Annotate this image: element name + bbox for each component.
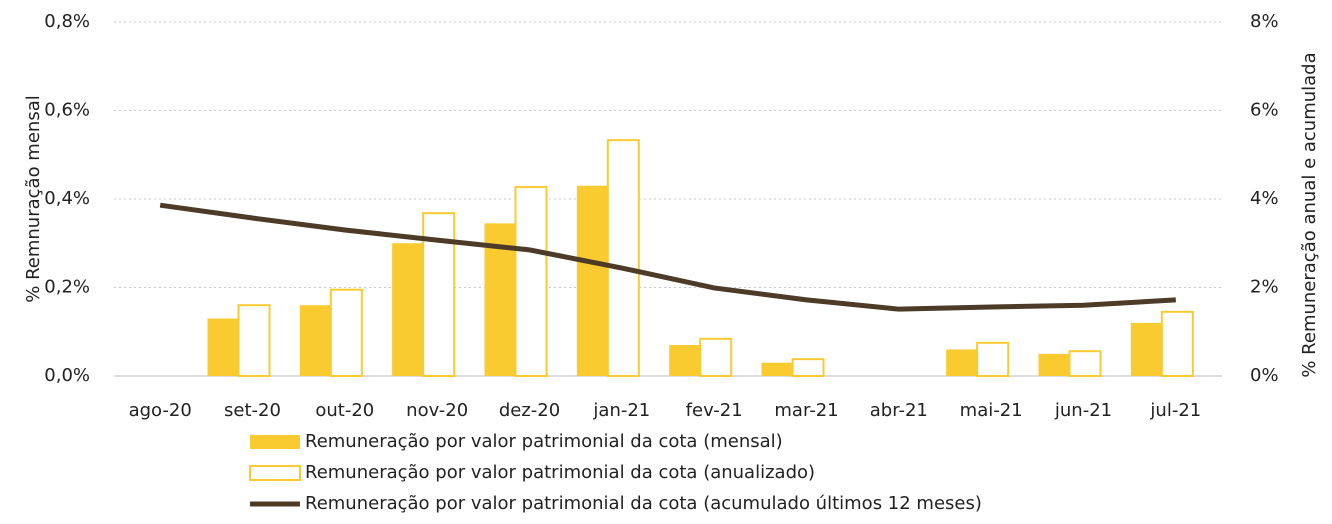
y-axis-label: % Remnuração mensal	[23, 95, 44, 302]
x-tick-label: nov-20	[406, 400, 468, 421]
x-tick-label: jan-21	[592, 400, 650, 421]
bar	[299, 305, 331, 376]
bar	[392, 243, 424, 376]
x-tick-label: dez-20	[499, 400, 560, 421]
legend-label: Remuneração por valor patrimonial da cot…	[305, 462, 815, 483]
bar	[329, 288, 363, 377]
y2-tick-label: 0%	[1250, 365, 1279, 386]
legend-swatch	[249, 465, 301, 481]
bar	[606, 139, 640, 377]
bar	[669, 345, 701, 376]
bar	[1068, 350, 1102, 378]
y2-tick-label: 4%	[1250, 188, 1279, 209]
bar	[761, 362, 793, 376]
bar	[514, 186, 548, 377]
legend-label: Remuneração por valor patrimonial da cot…	[305, 493, 982, 514]
y2-axis-label: % Remuneração anual e acumulada	[1299, 52, 1320, 377]
y2-tick-label: 2%	[1250, 277, 1279, 298]
bar	[237, 304, 271, 378]
legend-label: Remuneração por valor patrimonial da cot…	[305, 431, 783, 452]
y-tick-label: 0,4%	[44, 188, 90, 209]
y2-tick-label: 8%	[1250, 11, 1279, 32]
x-tick-label: ago-20	[129, 400, 192, 421]
x-tick-label: jun-21	[1054, 400, 1112, 421]
legend-swatch	[250, 435, 300, 449]
y-tick-label: 0,6%	[44, 100, 90, 121]
x-tick-label: mai-21	[960, 400, 1023, 421]
bar	[699, 337, 733, 377]
x-tick-label: mar-21	[774, 400, 838, 421]
x-tick-label: fev-21	[686, 400, 743, 421]
bar	[576, 185, 608, 376]
y-tick-label: 0,0%	[44, 365, 90, 386]
x-tick-label: out-20	[315, 400, 374, 421]
bar	[946, 349, 978, 376]
x-tick-label: abr-21	[870, 400, 928, 421]
bar	[207, 318, 239, 376]
y-tick-label: 0,8%	[44, 11, 90, 32]
bar	[1130, 322, 1162, 376]
line	[159, 202, 1176, 312]
bar	[976, 341, 1010, 377]
bar	[1160, 310, 1194, 377]
y-tick-label: 0,2%	[44, 277, 90, 298]
bar	[791, 358, 825, 377]
x-tick-label: set-20	[224, 400, 281, 421]
y2-tick-label: 6%	[1250, 100, 1279, 121]
bar	[1038, 353, 1070, 376]
x-tick-label: jul-21	[1149, 400, 1201, 421]
